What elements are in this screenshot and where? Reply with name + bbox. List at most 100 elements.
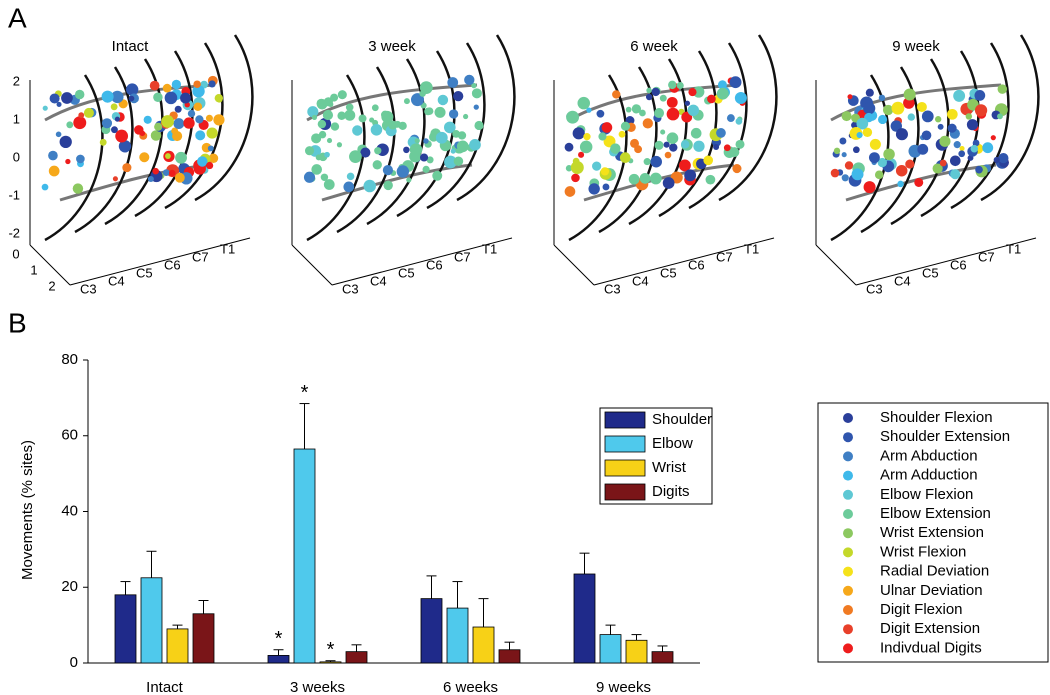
bar — [140, 577, 163, 664]
site-dot — [705, 174, 716, 185]
site-dot — [565, 165, 573, 172]
site-dot — [921, 130, 932, 141]
site-dot — [187, 109, 196, 118]
site-dot — [437, 94, 449, 106]
site-dot — [111, 90, 124, 104]
y-tick-label: 80 — [61, 351, 78, 368]
site-dot — [631, 104, 642, 114]
site-dot — [598, 132, 607, 141]
site-dot — [844, 161, 854, 170]
site-dot — [939, 159, 947, 167]
site-dot — [139, 152, 150, 163]
site-dot — [115, 129, 129, 143]
axis-line — [815, 244, 857, 286]
site-dot — [723, 144, 731, 152]
x-tick-label: 3 weeks — [290, 679, 345, 695]
site-dot — [660, 129, 666, 135]
segment-label: T1 — [1006, 241, 1021, 256]
site-dot — [592, 161, 602, 171]
bar — [345, 651, 368, 664]
site-dot — [426, 156, 434, 164]
site-dot — [207, 145, 214, 152]
site-dot — [48, 150, 58, 161]
site-dot — [114, 116, 120, 122]
site-dot — [678, 159, 691, 172]
site-dot — [947, 123, 957, 133]
z-tick-label: 1 — [13, 111, 20, 126]
site-dot — [425, 107, 434, 115]
z-tick-label: 0 — [13, 149, 20, 164]
site-dot — [868, 152, 880, 164]
axis-line — [331, 237, 513, 286]
site-dot — [577, 96, 591, 110]
site-dot — [168, 169, 176, 177]
site-dot — [645, 93, 653, 101]
legend-label: Ulnar Deviation — [880, 582, 983, 599]
site-dot — [409, 143, 423, 156]
site-dot — [676, 81, 684, 90]
site-dot — [878, 114, 888, 125]
site-dot — [65, 158, 71, 165]
site-dot — [435, 131, 448, 144]
site-dot — [839, 137, 847, 145]
site-dot — [171, 127, 179, 135]
site-dot — [372, 160, 382, 170]
segment-label: C7 — [192, 249, 209, 264]
site-dot — [716, 87, 729, 100]
bar — [625, 639, 648, 664]
site-dot — [666, 96, 678, 108]
site-dot — [422, 165, 430, 173]
legend-label: Wrist — [652, 459, 687, 476]
site-dot — [639, 172, 651, 184]
y-tick-label: 20 — [61, 578, 78, 595]
site-dot — [381, 110, 390, 119]
site-dot — [183, 117, 195, 129]
site-dot — [735, 139, 745, 149]
site-dot — [423, 138, 429, 144]
segment-label: C7 — [978, 249, 995, 264]
site-dot — [974, 104, 988, 117]
site-dot — [975, 165, 983, 174]
x-tick-label: 6 weeks — [443, 679, 498, 695]
site-dot — [420, 153, 429, 162]
site-dot — [134, 125, 144, 135]
site-dot — [147, 175, 154, 183]
site-dot — [337, 111, 346, 120]
site-dot — [311, 133, 322, 144]
site-dot — [953, 89, 966, 102]
site-dot — [396, 165, 410, 178]
site-dot — [363, 179, 376, 193]
site-dot — [972, 139, 980, 147]
site-dot — [993, 156, 1000, 163]
y-tick-label: 40 — [61, 502, 78, 519]
depth-tick-label: 0 — [12, 246, 19, 261]
site-dot — [173, 118, 185, 129]
movement-legend-box — [817, 402, 1049, 663]
site-dot — [59, 135, 72, 149]
site-dot — [448, 109, 459, 119]
site-dot — [208, 153, 219, 164]
site-dot — [852, 146, 860, 154]
site-dot — [303, 171, 316, 183]
axis-line — [855, 237, 1037, 286]
segment-label: C4 — [370, 273, 387, 288]
segment-label: T1 — [744, 241, 759, 256]
cord-section — [194, 34, 254, 202]
y-tick-label: 60 — [61, 427, 78, 444]
site-dot — [947, 108, 958, 120]
site-dot — [206, 127, 218, 139]
cord-section — [980, 34, 1040, 202]
site-dot — [78, 112, 85, 119]
site-dot — [452, 129, 461, 138]
cord-section — [426, 42, 486, 210]
depth-tick-label: 1 — [30, 262, 37, 277]
site-dot — [662, 177, 675, 189]
site-dot — [921, 110, 934, 123]
site-dot — [684, 100, 691, 106]
site-dot — [322, 109, 334, 121]
site-dot — [383, 180, 393, 191]
bar — [166, 628, 189, 664]
site-dot — [450, 148, 456, 154]
site-dot — [195, 115, 204, 124]
site-dot — [851, 168, 864, 181]
